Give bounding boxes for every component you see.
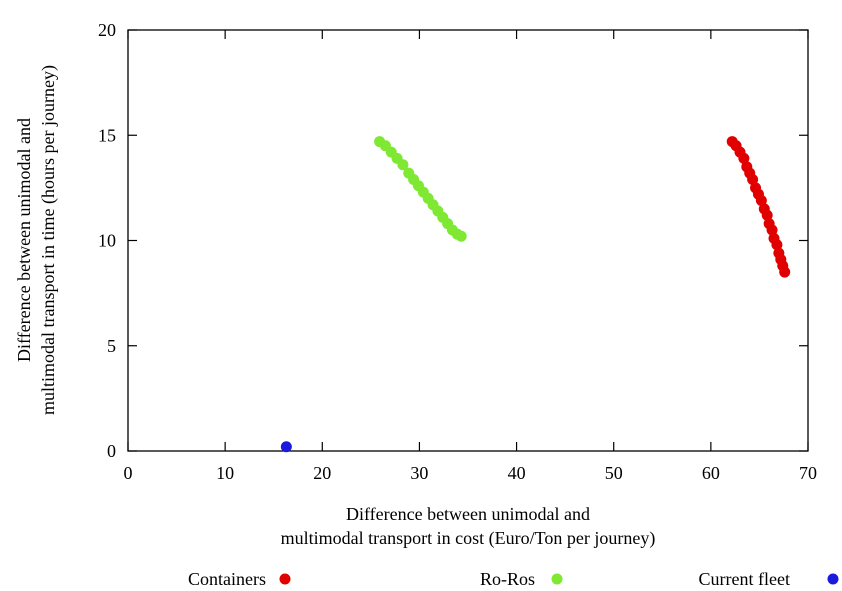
y-tick-label: 5 [107,336,116,356]
point-containers [738,152,750,164]
x-ticks: 0 10 20 30 40 50 60 70 [124,30,817,483]
point-containers [755,195,767,207]
x-tick-label: 70 [799,463,817,483]
y-tick-label: 15 [98,125,116,145]
x-tick-label: 0 [124,463,133,483]
y-axis-title-line-2: multimodal transport in time (hours per … [38,65,59,415]
x-tick-label: 50 [605,463,623,483]
point-ro-ros [455,230,467,242]
y-axis-title-line-1: Difference between unimodal and [14,118,34,362]
legend-label-current-fleet: Current fleet [699,569,790,589]
legend: Containers Ro-Ros Current fleet [188,569,839,589]
x-tick-label: 20 [313,463,331,483]
legend-label-ro-ros: Ro-Ros [480,569,535,589]
legend-marker-ro-ros [551,573,563,585]
y-tick-label: 10 [98,231,116,251]
x-tick-label: 30 [410,463,428,483]
x-axis-title-line-1: Difference between unimodal and [346,504,590,524]
point-containers [771,239,783,251]
point-current-fleet [280,441,292,453]
legend-label-containers: Containers [188,569,266,589]
legend-marker-current-fleet [827,573,839,585]
point-containers [761,209,773,221]
plot-frame [127,29,809,452]
y-ticks: 0 5 10 15 20 [98,20,808,461]
legend-marker-containers [279,573,291,585]
point-containers [747,173,759,185]
point-containers [779,266,791,278]
point-containers [766,224,778,236]
point-ro-ros [397,159,409,171]
y-axis-title: Difference between unimodal and multimod… [14,65,59,415]
x-tick-label: 60 [702,463,720,483]
x-tick-label: 10 [216,463,234,483]
x-tick-label: 40 [508,463,526,483]
y-tick-label: 20 [98,20,116,40]
x-axis-title-line-2: multimodal transport in cost (Euro/Ton p… [281,528,656,549]
y-tick-label: 0 [107,441,116,461]
data-points [280,136,791,453]
